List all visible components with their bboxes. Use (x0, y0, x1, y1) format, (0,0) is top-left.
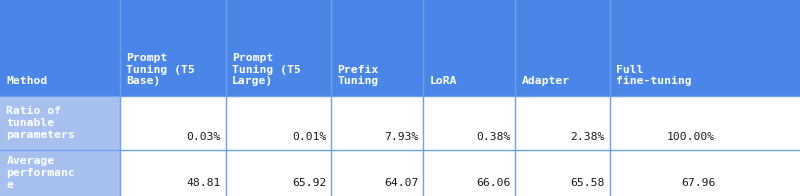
Bar (120, 150, 800, 196)
Text: Full
fine-tuning: Full fine-tuning (616, 65, 692, 86)
Bar (0, 0, 800, 96)
Text: Prefix
Tuning: Prefix Tuning (338, 65, 379, 86)
Text: Prompt
Tuning (T5
Base): Prompt Tuning (T5 Base) (126, 53, 195, 86)
Text: 2.38%: 2.38% (570, 132, 605, 142)
Text: Ratio of
tunable
parameters: Ratio of tunable parameters (6, 106, 75, 140)
Text: 0.38%: 0.38% (476, 132, 510, 142)
Bar (0, 96, 120, 150)
Text: 67.96: 67.96 (681, 178, 715, 188)
Text: 64.07: 64.07 (384, 178, 418, 188)
Text: Adapter: Adapter (522, 76, 570, 86)
Text: 0.03%: 0.03% (186, 132, 221, 142)
Text: 65.92: 65.92 (292, 178, 326, 188)
Bar (0, 150, 120, 196)
Text: 65.58: 65.58 (570, 178, 605, 188)
Text: 0.01%: 0.01% (292, 132, 326, 142)
Bar (120, 96, 800, 150)
Text: Prompt
Tuning (T5
Large): Prompt Tuning (T5 Large) (232, 53, 301, 86)
Text: 100.00%: 100.00% (667, 132, 715, 142)
Text: 48.81: 48.81 (186, 178, 221, 188)
Text: Average
performanc
e: Average performanc e (6, 156, 75, 190)
Text: LoRA: LoRA (430, 76, 457, 86)
Text: 7.93%: 7.93% (384, 132, 418, 142)
Text: Method: Method (6, 76, 48, 86)
Text: 66.06: 66.06 (476, 178, 510, 188)
